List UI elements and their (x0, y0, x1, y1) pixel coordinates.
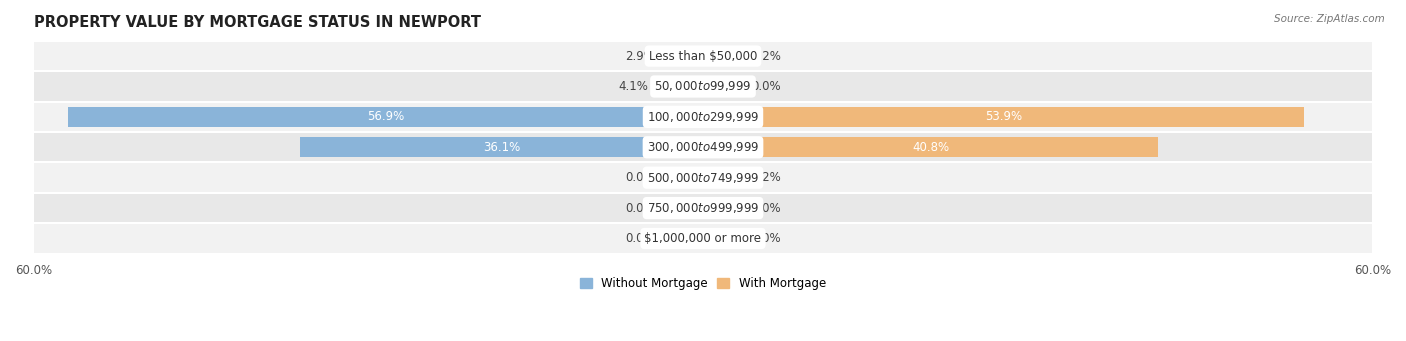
Bar (664, 228, 703, 248)
Text: Less than $50,000: Less than $50,000 (648, 49, 758, 63)
Text: Source: ZipAtlas.com: Source: ZipAtlas.com (1274, 14, 1385, 24)
Text: $500,000 to $749,999: $500,000 to $749,999 (647, 171, 759, 185)
Bar (703, 228, 742, 248)
Text: 4.1%: 4.1% (619, 80, 648, 93)
Bar (664, 46, 703, 66)
Bar (703, 46, 742, 66)
Text: 0.0%: 0.0% (626, 232, 655, 245)
Text: PROPERTY VALUE BY MORTGAGE STATUS IN NEWPORT: PROPERTY VALUE BY MORTGAGE STATUS IN NEW… (34, 15, 481, 30)
Text: 36.1%: 36.1% (484, 141, 520, 154)
Text: 0.0%: 0.0% (751, 202, 780, 214)
Text: 0.0%: 0.0% (751, 232, 780, 245)
Bar (34, 193, 1372, 223)
Text: 0.0%: 0.0% (751, 80, 780, 93)
Bar (34, 223, 1372, 254)
Text: 2.2%: 2.2% (751, 49, 780, 63)
Bar (34, 132, 1372, 162)
Legend: Without Mortgage, With Mortgage: Without Mortgage, With Mortgage (575, 272, 831, 295)
Bar (703, 77, 742, 97)
Text: 0.0%: 0.0% (626, 202, 655, 214)
Bar (34, 162, 1372, 193)
Text: $750,000 to $999,999: $750,000 to $999,999 (647, 201, 759, 215)
Bar (703, 107, 1305, 127)
Text: $1,000,000 or more: $1,000,000 or more (644, 232, 762, 245)
Bar (703, 198, 742, 218)
Text: 3.2%: 3.2% (751, 171, 780, 184)
Text: 0.0%: 0.0% (626, 171, 655, 184)
Text: 40.8%: 40.8% (912, 141, 949, 154)
Bar (664, 198, 703, 218)
Bar (34, 41, 1372, 71)
Text: $100,000 to $299,999: $100,000 to $299,999 (647, 110, 759, 124)
Text: 2.9%: 2.9% (626, 49, 655, 63)
Text: $50,000 to $99,999: $50,000 to $99,999 (654, 79, 752, 93)
Bar (703, 168, 742, 188)
Bar (703, 137, 1159, 157)
Bar (301, 137, 703, 157)
Text: 53.9%: 53.9% (986, 110, 1022, 123)
Bar (67, 107, 703, 127)
Bar (34, 71, 1372, 102)
Bar (34, 102, 1372, 132)
Text: $300,000 to $499,999: $300,000 to $499,999 (647, 140, 759, 154)
Bar (664, 168, 703, 188)
Text: 56.9%: 56.9% (367, 110, 404, 123)
Bar (657, 77, 703, 97)
